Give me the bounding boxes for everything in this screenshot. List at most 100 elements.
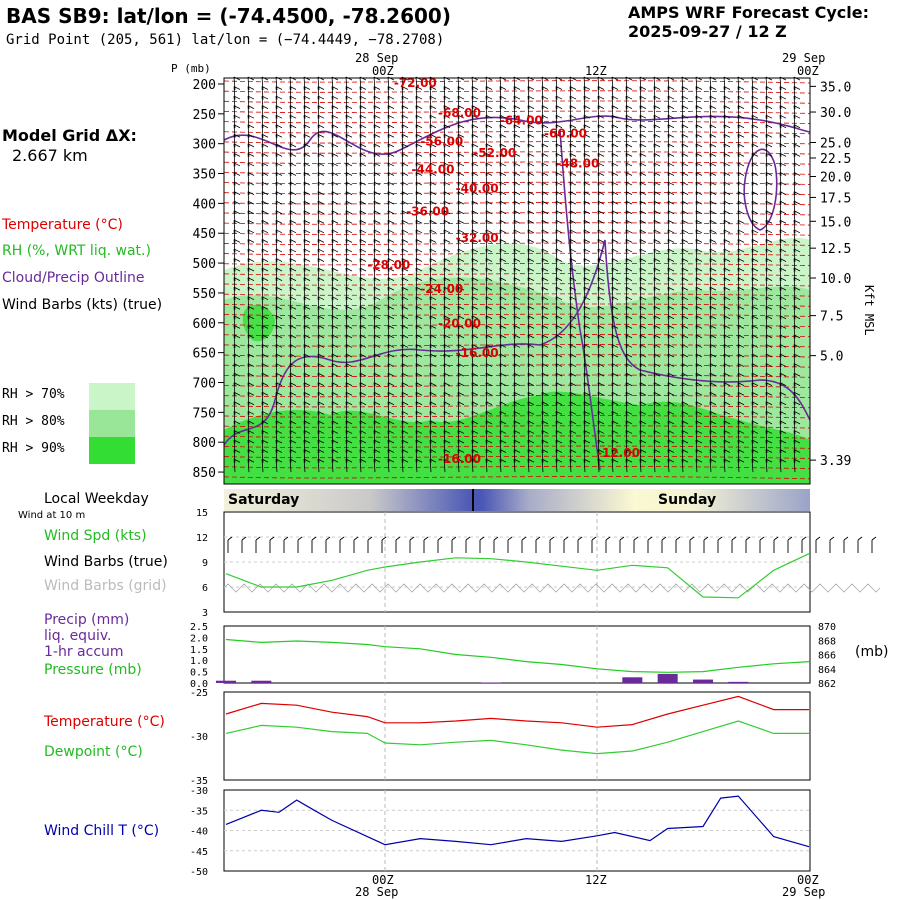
wind-barb xyxy=(653,86,661,100)
wind-barb xyxy=(583,172,591,186)
wind-barb xyxy=(625,133,633,148)
wind-barb xyxy=(415,353,423,368)
wind-barb xyxy=(359,172,367,186)
wind-barb xyxy=(457,143,465,157)
wind-barb xyxy=(653,286,661,301)
wind-barb xyxy=(359,277,367,291)
surface-wind-barb xyxy=(381,536,387,553)
wind-barb xyxy=(527,286,535,301)
wind-barb xyxy=(289,449,297,463)
wind-barb xyxy=(331,296,339,310)
temperature-isoline xyxy=(223,313,811,317)
wind-barb xyxy=(527,430,535,444)
wind-barb xyxy=(555,353,563,368)
wind-barb xyxy=(513,391,521,406)
wind-barb xyxy=(429,410,437,425)
wind-barb xyxy=(275,315,283,329)
wind-barb xyxy=(303,258,311,272)
wind-barb xyxy=(387,239,395,253)
surface-wind-barb xyxy=(521,536,527,553)
wind-barb xyxy=(345,382,353,396)
temperature-line xyxy=(225,695,809,728)
wind-barb xyxy=(471,420,479,434)
wind-barb xyxy=(723,172,731,186)
temperature-isoline xyxy=(223,100,811,104)
wind-barb xyxy=(611,200,619,215)
temperature-isoline xyxy=(223,151,811,155)
wind-barb xyxy=(261,114,269,129)
wind-barb xyxy=(289,372,297,387)
wind-barb xyxy=(751,143,759,157)
wind-barb xyxy=(751,353,759,368)
wind-barb xyxy=(471,191,479,205)
wind-barb xyxy=(569,363,577,377)
wind-barb xyxy=(289,143,297,157)
wind-barb xyxy=(597,305,605,320)
wind-barb xyxy=(247,305,255,320)
wind-barb xyxy=(289,410,297,425)
wind-barb xyxy=(331,430,339,444)
wind-barb xyxy=(597,239,605,253)
wind-barb xyxy=(583,277,591,291)
wind-barb xyxy=(695,219,703,234)
wind-barb xyxy=(513,344,521,358)
wind-barb xyxy=(779,382,787,396)
wind-barb xyxy=(429,86,437,100)
wind-barb xyxy=(485,181,493,196)
wind-barb xyxy=(709,420,717,434)
wind-barb xyxy=(359,162,367,176)
wind-barb xyxy=(373,200,381,215)
wind-barb xyxy=(541,133,549,148)
wind-barb xyxy=(793,248,801,262)
wind-barb xyxy=(233,324,241,339)
wind-barb xyxy=(331,305,339,320)
wind-barb xyxy=(709,353,717,368)
wind-barb xyxy=(261,363,269,377)
wind-barb xyxy=(639,210,647,224)
wind-barb xyxy=(401,258,409,272)
temperature-isoline xyxy=(223,354,811,358)
wind-barb xyxy=(317,439,325,454)
wind-barb xyxy=(625,324,633,339)
wind-barb xyxy=(681,430,689,444)
wind-barb xyxy=(387,420,395,434)
temperature-isoline xyxy=(223,120,811,124)
wind-barb xyxy=(401,229,409,243)
wind-barb xyxy=(373,229,381,243)
surface-wind-barb xyxy=(535,536,541,553)
wind-barb xyxy=(709,191,717,205)
wind-barb xyxy=(765,258,773,272)
wind-barb xyxy=(457,277,465,291)
wind-barb xyxy=(583,162,591,176)
wind-barb xyxy=(541,114,549,129)
wind-barb xyxy=(275,133,283,148)
wind-barb xyxy=(583,239,591,253)
wind-barb xyxy=(569,401,577,415)
wind-speed-tick: 3 xyxy=(202,608,208,619)
wind-barb xyxy=(779,401,787,415)
wind-barb xyxy=(611,372,619,387)
wind-barb xyxy=(303,334,311,348)
wind-barb xyxy=(247,95,255,110)
wind-barb xyxy=(499,286,507,301)
forecast-cycle-value: 2025-09-27 / 12 Z xyxy=(628,22,787,41)
wind-barb xyxy=(639,86,647,100)
wind-barb xyxy=(289,420,297,434)
wind-barb xyxy=(471,277,479,291)
wind-barb xyxy=(625,382,633,396)
wind-barb xyxy=(485,86,493,100)
wind-barb xyxy=(793,219,801,234)
pressure-tick: 864 xyxy=(818,665,836,676)
wind-barb xyxy=(793,153,801,167)
wind-barb xyxy=(443,200,451,215)
wind-barb xyxy=(457,267,465,282)
wind-barb xyxy=(695,458,703,473)
wind-barb xyxy=(793,430,801,444)
wind-barb xyxy=(233,162,241,176)
wind-barb xyxy=(527,391,535,406)
wind-barb xyxy=(695,229,703,243)
wind-barb xyxy=(737,410,745,425)
wind-barb xyxy=(289,219,297,234)
wind-barb xyxy=(779,172,787,186)
wind-barb xyxy=(555,296,563,310)
